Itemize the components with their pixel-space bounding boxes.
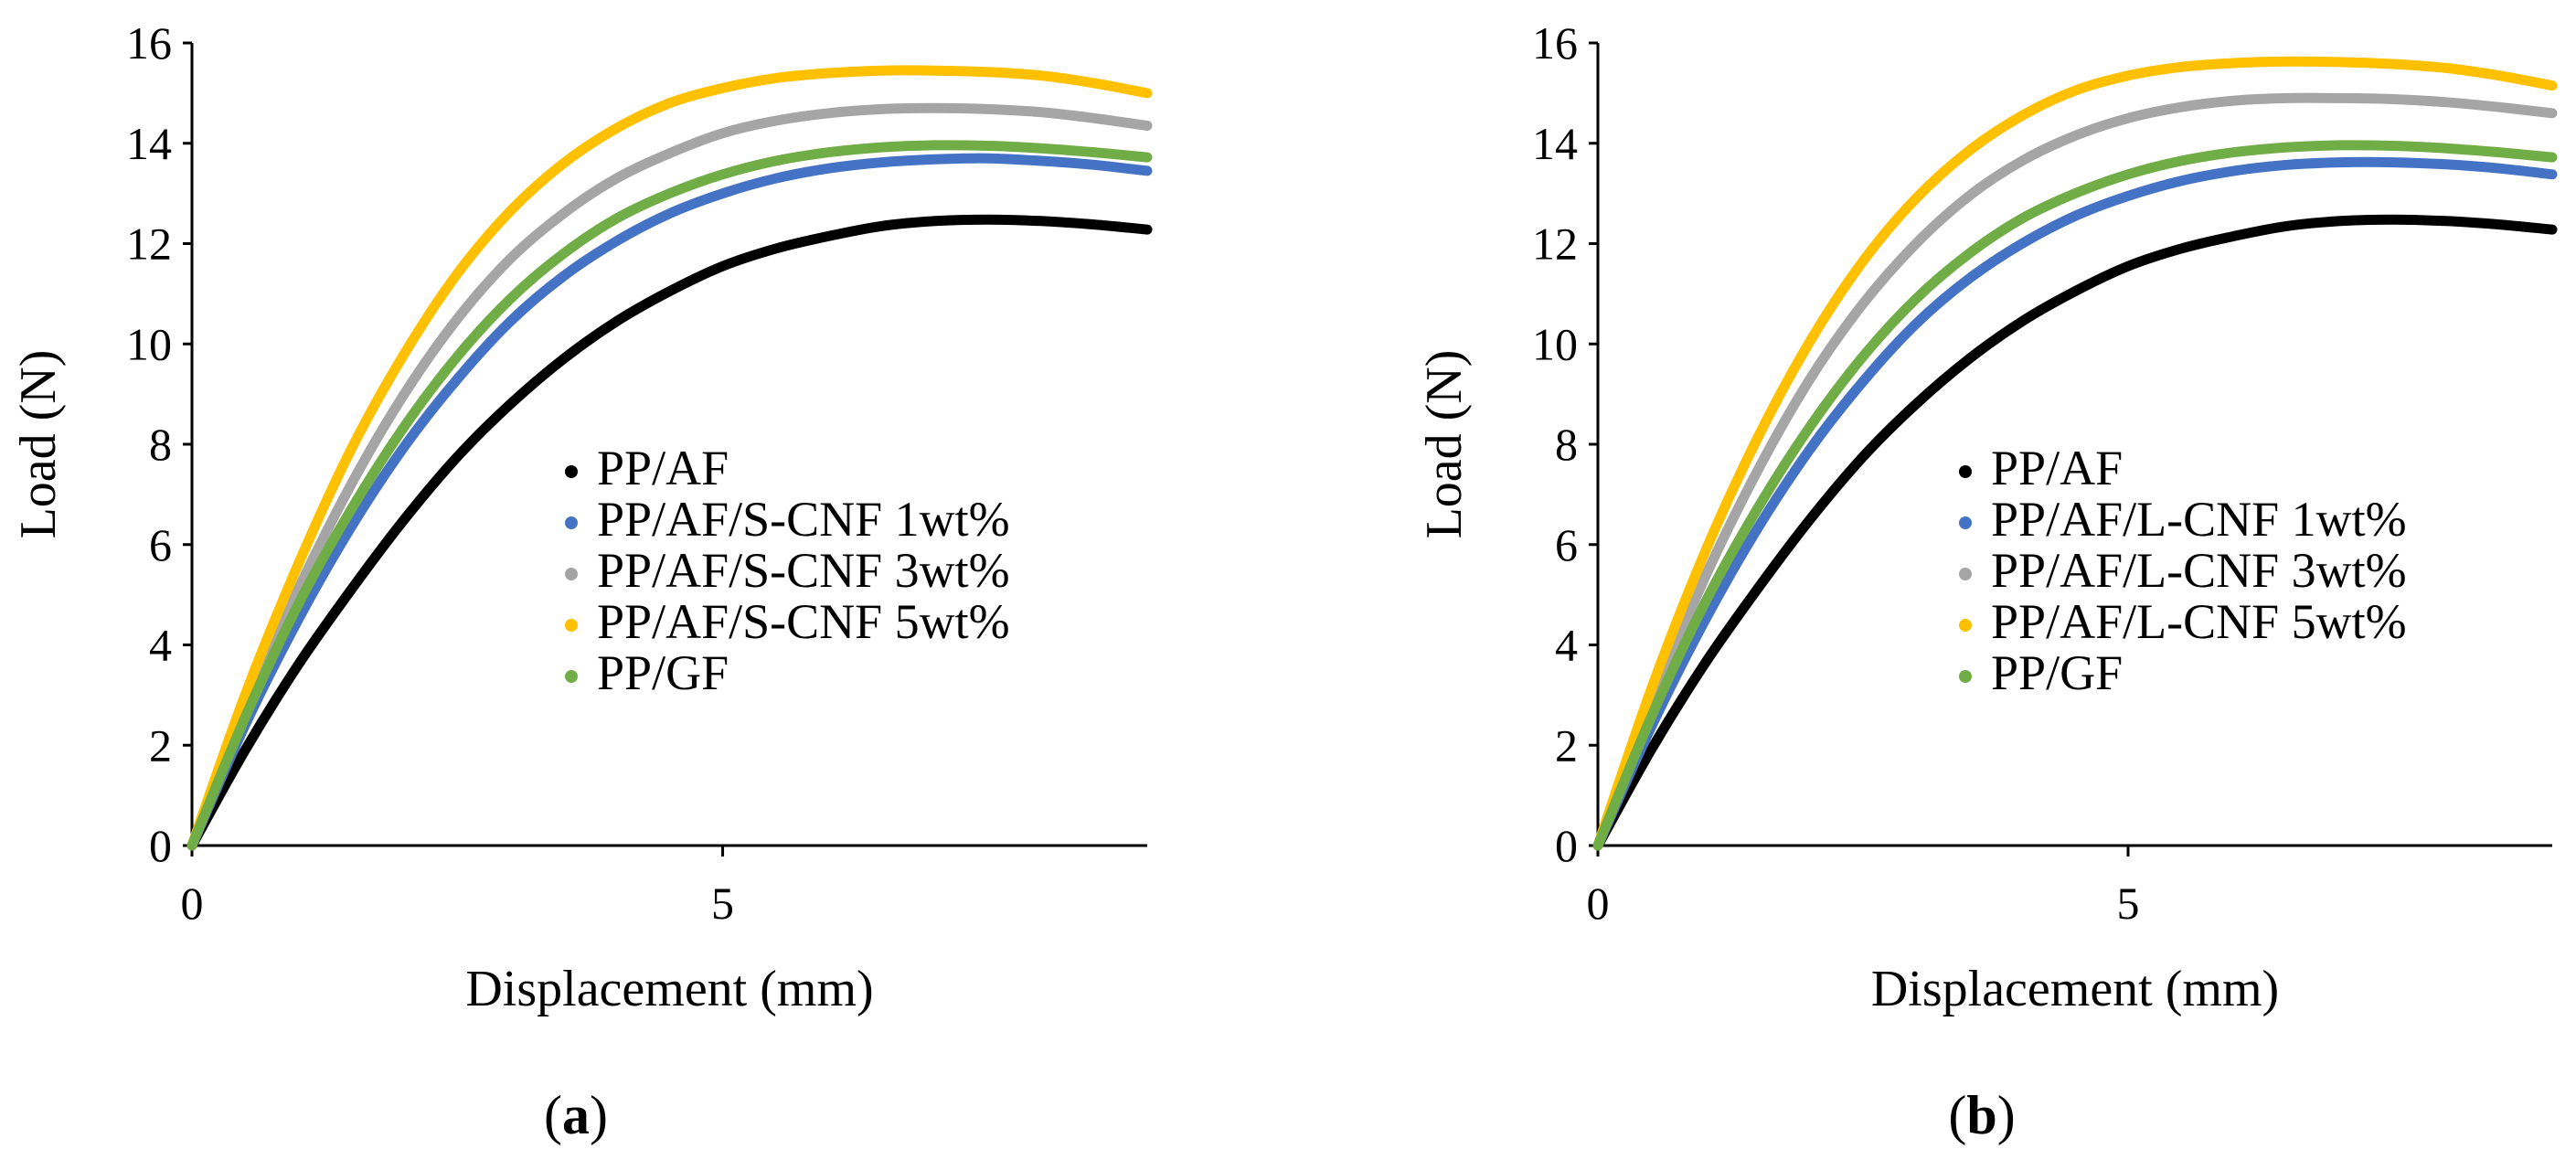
legend-label: PP/AF/L-CNF 1wt%: [1991, 492, 2407, 547]
series-line-pp-gf: [1592, 140, 2558, 851]
series-line-pp-af: [1592, 214, 2558, 851]
legend-label: PP/AF/S-CNF 3wt%: [597, 543, 1010, 598]
series-line-pp-af-l-cnf-5wt: [1592, 56, 2558, 851]
legend-label: PP/GF: [597, 645, 729, 700]
y-tick-label: 16: [126, 17, 172, 69]
y-tick-label: 8: [149, 419, 172, 470]
x-tick-label: 0: [1587, 878, 1610, 929]
legend-marker: [1959, 568, 1972, 580]
series-line-pp-af: [186, 214, 1153, 851]
panel-a: 0 2 4 6 8 10 12 14 16 0 5 Displacement (mm) Load (N)…: [10, 17, 1153, 1017]
y-axis-label: Load (N): [10, 350, 67, 539]
y-axis-label: Load (N): [1416, 350, 1473, 539]
series-line-pp-af-s-cnf-5wt: [186, 65, 1153, 851]
y-tick-label: 10: [1532, 318, 1578, 369]
legend-label: PP/AF/S-CNF 1wt%: [597, 492, 1010, 547]
legend-marker: [1959, 619, 1972, 632]
legend-marker: [1959, 670, 1972, 683]
series-line-pp-af-s-cnf-1wt: [186, 153, 1153, 851]
series-line-pp-gf: [186, 140, 1153, 851]
legend-label: PP/AF: [597, 441, 729, 495]
legend-label: PP/AF/L-CNF 3wt%: [1991, 543, 2407, 598]
y-tick-label: 6: [1555, 519, 1578, 570]
y-tick-label: 2: [1555, 719, 1578, 771]
panel-a-label: (a): [544, 1085, 608, 1145]
x-axis-label: Displacement (mm): [1871, 961, 2279, 1017]
y-tick-label: 14: [1532, 118, 1578, 169]
legend-label: PP/AF/L-CNF 5wt%: [1991, 594, 2407, 649]
legend-marker: [565, 670, 578, 683]
legend-marker: [565, 619, 578, 632]
legend-label: PP/AF/S-CNF 5wt%: [597, 594, 1010, 649]
x-tick-label: 5: [711, 878, 734, 929]
x-axis-label: Displacement (mm): [465, 961, 873, 1017]
y-tick-label: 12: [1532, 218, 1578, 270]
legend-label: PP/GF: [1991, 645, 2123, 700]
legend-label: PP/AF: [1991, 441, 2123, 495]
y-tick-label: 6: [149, 519, 172, 570]
y-tick-label: 0: [149, 820, 172, 871]
y-tick-label: 0: [1555, 820, 1578, 871]
series-line-pp-af-l-cnf-1wt: [1592, 156, 2558, 851]
y-tick-label: 14: [126, 118, 172, 169]
y-tick-label: 12: [126, 218, 172, 270]
legend-marker: [565, 516, 578, 529]
legend-marker: [565, 568, 578, 580]
y-tick-label: 10: [126, 318, 172, 369]
legend-marker: [1959, 516, 1972, 529]
panel-b: 0 2 4 6 8 10 12 14 16 0 5 Displacement (mm) Load (N)…: [1416, 17, 2558, 1017]
x-tick-label: 0: [181, 878, 204, 929]
legend-marker: [565, 465, 578, 478]
y-tick-label: 8: [1555, 419, 1578, 470]
panel-b-label: (b): [1948, 1085, 2015, 1145]
series-line-pp-af-s-cnf-3wt: [186, 102, 1153, 851]
x-tick-label: 5: [2117, 878, 2140, 929]
y-tick-label: 4: [149, 620, 172, 671]
legend-marker: [1959, 465, 1972, 478]
y-tick-label: 2: [149, 719, 172, 771]
series-line-pp-af-l-cnf-3wt: [1592, 92, 2558, 851]
y-tick-label: 4: [1555, 620, 1578, 671]
y-tick-label: 16: [1532, 17, 1578, 69]
